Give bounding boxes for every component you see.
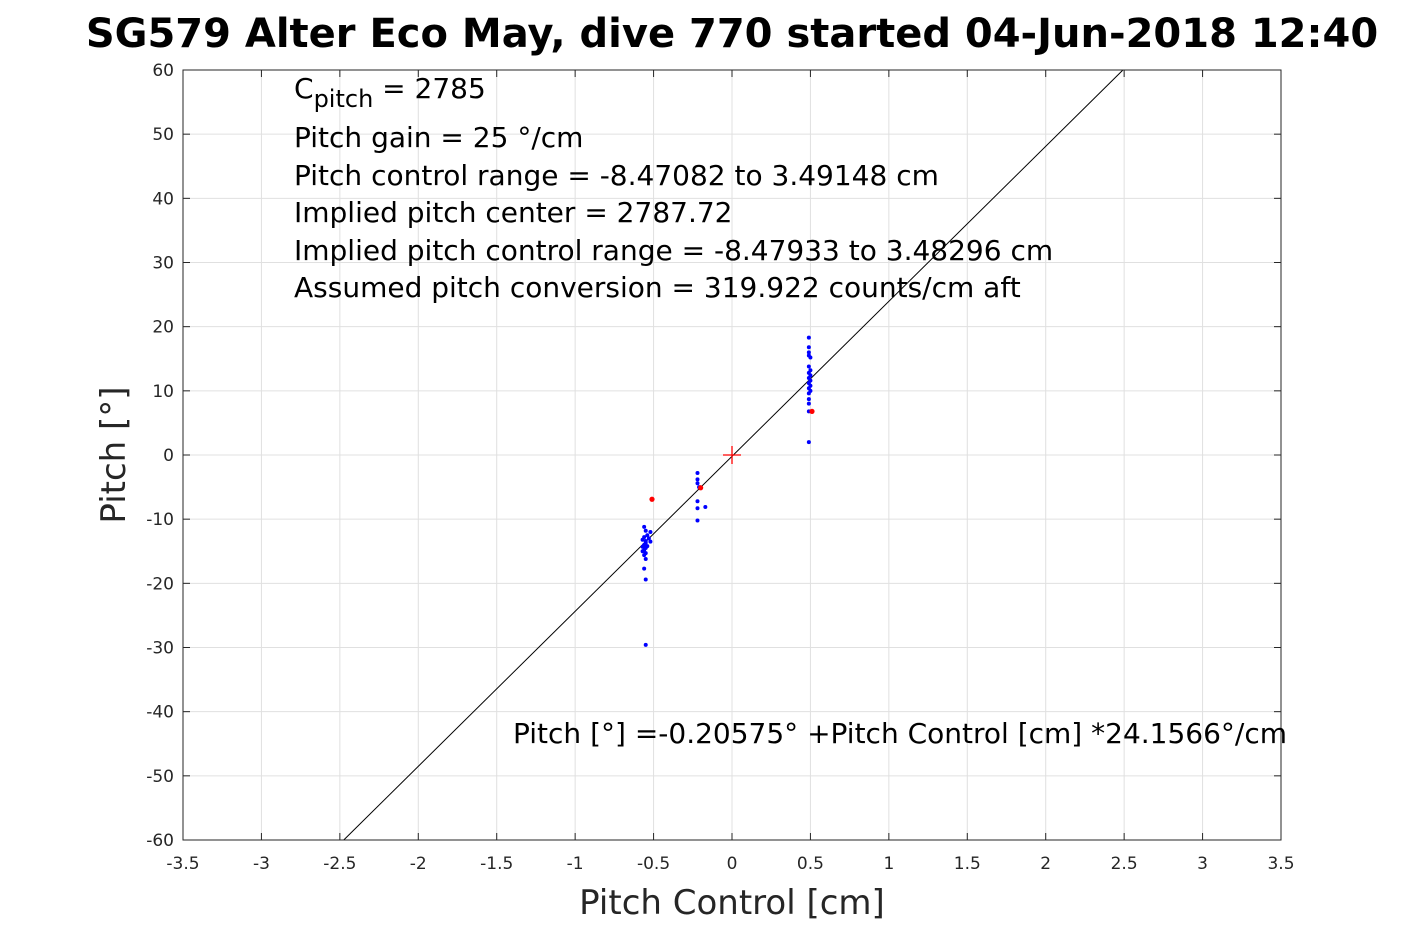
data-point bbox=[806, 364, 811, 369]
annotation-line: Assumed pitch conversion = 319.922 count… bbox=[294, 271, 1021, 304]
y-tick-label: -10 bbox=[146, 510, 174, 530]
data-point bbox=[695, 477, 700, 482]
annotation-line: Implied pitch control range = -8.47933 t… bbox=[294, 234, 1053, 267]
x-tick-label: 3.5 bbox=[1267, 854, 1294, 874]
x-axis-label: Pitch Control [cm] bbox=[579, 883, 885, 923]
y-tick-label: -20 bbox=[146, 574, 174, 594]
center-marker-layer bbox=[723, 446, 741, 464]
data-point bbox=[648, 530, 653, 534]
data-point bbox=[643, 642, 648, 647]
data-point bbox=[648, 539, 653, 544]
x-tick-label: -3.5 bbox=[166, 854, 199, 874]
y-tick-label: 0 bbox=[163, 446, 174, 466]
y-tick-label: 40 bbox=[152, 189, 174, 209]
x-tick-label: 2 bbox=[1040, 854, 1051, 874]
data-points bbox=[640, 335, 815, 647]
data-point bbox=[806, 345, 811, 350]
c-pitch-symbol: C bbox=[294, 72, 314, 105]
data-point bbox=[695, 499, 700, 504]
x-tick-label: 1.5 bbox=[954, 854, 981, 874]
data-point bbox=[643, 577, 648, 582]
data-point bbox=[646, 536, 651, 541]
x-tick-label: -1.5 bbox=[480, 854, 513, 874]
data-point bbox=[806, 391, 811, 396]
y-tick-label: -60 bbox=[146, 831, 174, 851]
annotation-line: Implied pitch center = 2787.72 bbox=[294, 196, 732, 229]
x-tick-label: 0.5 bbox=[797, 854, 824, 874]
data-point bbox=[642, 553, 647, 558]
y-tick-label: 20 bbox=[152, 318, 174, 338]
y-tick-label: 50 bbox=[152, 125, 174, 145]
data-point bbox=[806, 335, 811, 340]
data-point bbox=[808, 355, 813, 360]
x-tick-label: 3 bbox=[1197, 854, 1208, 874]
y-axis-label: Pitch [°] bbox=[94, 386, 134, 523]
data-point bbox=[645, 544, 650, 549]
chart-title: SG579 Alter Eco May, dive 770 started 04… bbox=[86, 11, 1378, 57]
c-pitch-subscript: pitch bbox=[314, 85, 374, 113]
data-point-highlight bbox=[809, 408, 815, 414]
x-tick-label: -3 bbox=[253, 854, 270, 874]
c-pitch-value: = 2785 bbox=[373, 72, 486, 105]
x-tick-label: -2 bbox=[410, 854, 427, 874]
y-tick-label: 60 bbox=[152, 61, 174, 81]
y-tick-label: -30 bbox=[146, 639, 174, 659]
y-tick-label: 30 bbox=[152, 254, 174, 274]
data-point-highlight bbox=[649, 496, 655, 502]
annotation-line: Pitch gain = 25 °/cm bbox=[294, 121, 583, 154]
y-tick-label: -40 bbox=[146, 703, 174, 723]
x-tick-label: 2.5 bbox=[1111, 854, 1138, 874]
x-tick-label: 0 bbox=[727, 854, 738, 874]
annotation-line: Pitch control range = -8.47082 to 3.4914… bbox=[294, 159, 939, 192]
data-point bbox=[695, 518, 700, 523]
data-point bbox=[695, 506, 700, 511]
x-tick-label: -0.5 bbox=[637, 854, 670, 874]
data-point bbox=[703, 504, 708, 509]
data-point bbox=[640, 537, 645, 542]
data-point bbox=[645, 533, 650, 538]
data-point bbox=[695, 470, 700, 475]
x-tick-label: -1 bbox=[567, 854, 584, 874]
data-point bbox=[806, 397, 811, 402]
y-tick-label: 10 bbox=[152, 382, 174, 402]
y-tick-label: -50 bbox=[146, 767, 174, 787]
x-tick-label: 1 bbox=[883, 854, 894, 874]
data-point bbox=[640, 544, 645, 549]
annotation-c-pitch: Cpitch = 2785 bbox=[294, 72, 486, 113]
data-point-highlight bbox=[698, 485, 704, 491]
x-axis-ticks: -3.5 -3 -2.5 -2 -1.5 -1 -0.5 0 0.5 1 1.5 2 2.5 3 3.5 bbox=[166, 70, 1295, 874]
x-tick-label: -2.5 bbox=[323, 854, 356, 874]
data-point bbox=[643, 528, 648, 533]
data-point bbox=[806, 440, 811, 445]
data-point bbox=[642, 524, 647, 529]
data-point bbox=[643, 556, 648, 561]
y-axis-ticks: -60 -50 -40 -30 -20 -10 0 10 20 30 40 50 60 bbox=[146, 61, 1281, 851]
data-point bbox=[695, 481, 700, 486]
data-point bbox=[806, 350, 811, 355]
data-point bbox=[642, 566, 647, 571]
data-point bbox=[806, 401, 811, 406]
fit-equation: Pitch [°] =-0.20575° +Pitch Control [cm]… bbox=[513, 717, 1287, 750]
data-point bbox=[640, 549, 645, 554]
